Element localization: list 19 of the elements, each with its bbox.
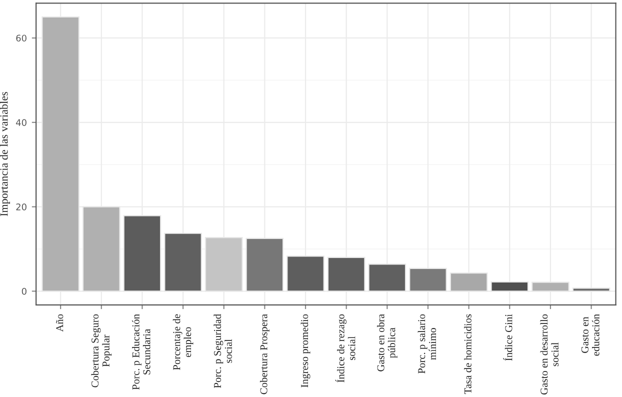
- x-tick-label: Cobertura Prospera: [260, 314, 270, 394]
- x-tick-label: Porc. p salario mínimo: [418, 314, 436, 374]
- x-tick-label: Porc. p Seguridad social: [214, 314, 232, 388]
- y-tick-label: 0: [22, 288, 26, 295]
- x-tick-label: Índice Gini: [503, 314, 512, 361]
- x-tick-label: Índice de rezago social: [335, 314, 356, 382]
- x-tick-label: Gasto en obra pública: [376, 314, 398, 372]
- x-tick-label: Porcentaje de empleo: [172, 314, 194, 370]
- x-tick-label: Ingreso promedio: [300, 314, 310, 388]
- x-tick-label: Porc. p Educación Secundaria: [132, 314, 150, 390]
- x-tick-label: Gasto en desarrollo social: [540, 314, 559, 394]
- y-tick-label: 20: [16, 204, 26, 210]
- y-tick-label: 40: [16, 119, 26, 126]
- y-tick-label: 60: [16, 34, 26, 42]
- y-axis-title: Importancia de las variables: [0, 92, 10, 216]
- x-tick-label: Año: [56, 314, 64, 332]
- x-tick-label: Cobertura Seguro Popular: [91, 314, 112, 388]
- x-tick-label: Tasa de homicidios: [464, 314, 472, 394]
- x-tick-label: Gasto en educación: [581, 314, 600, 356]
